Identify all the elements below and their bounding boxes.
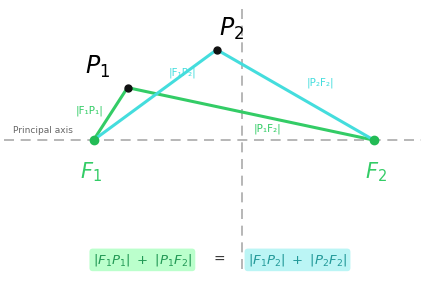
Text: Principal axis: Principal axis [13, 126, 73, 135]
Text: |P₁F₂|: |P₁F₂| [254, 123, 282, 134]
Text: $P_2$: $P_2$ [219, 16, 244, 42]
Text: $|F_1P_1|\ +\ |P_1F_2|$: $|F_1P_1|\ +\ |P_1F_2|$ [93, 252, 192, 268]
Text: |P₂F₂|: |P₂F₂| [307, 78, 335, 88]
Text: |F₁P₁|: |F₁P₁| [75, 106, 103, 116]
Text: $F_2$: $F_2$ [365, 161, 387, 184]
Text: |F₁P₂|: |F₁P₂| [169, 68, 197, 78]
Text: $|F_1P_2|\ +\ |P_2F_2|$: $|F_1P_2|\ +\ |P_2F_2|$ [248, 252, 347, 268]
Text: =: = [213, 253, 225, 267]
Text: $F_1$: $F_1$ [80, 161, 102, 184]
Text: $P_1$: $P_1$ [85, 54, 110, 80]
